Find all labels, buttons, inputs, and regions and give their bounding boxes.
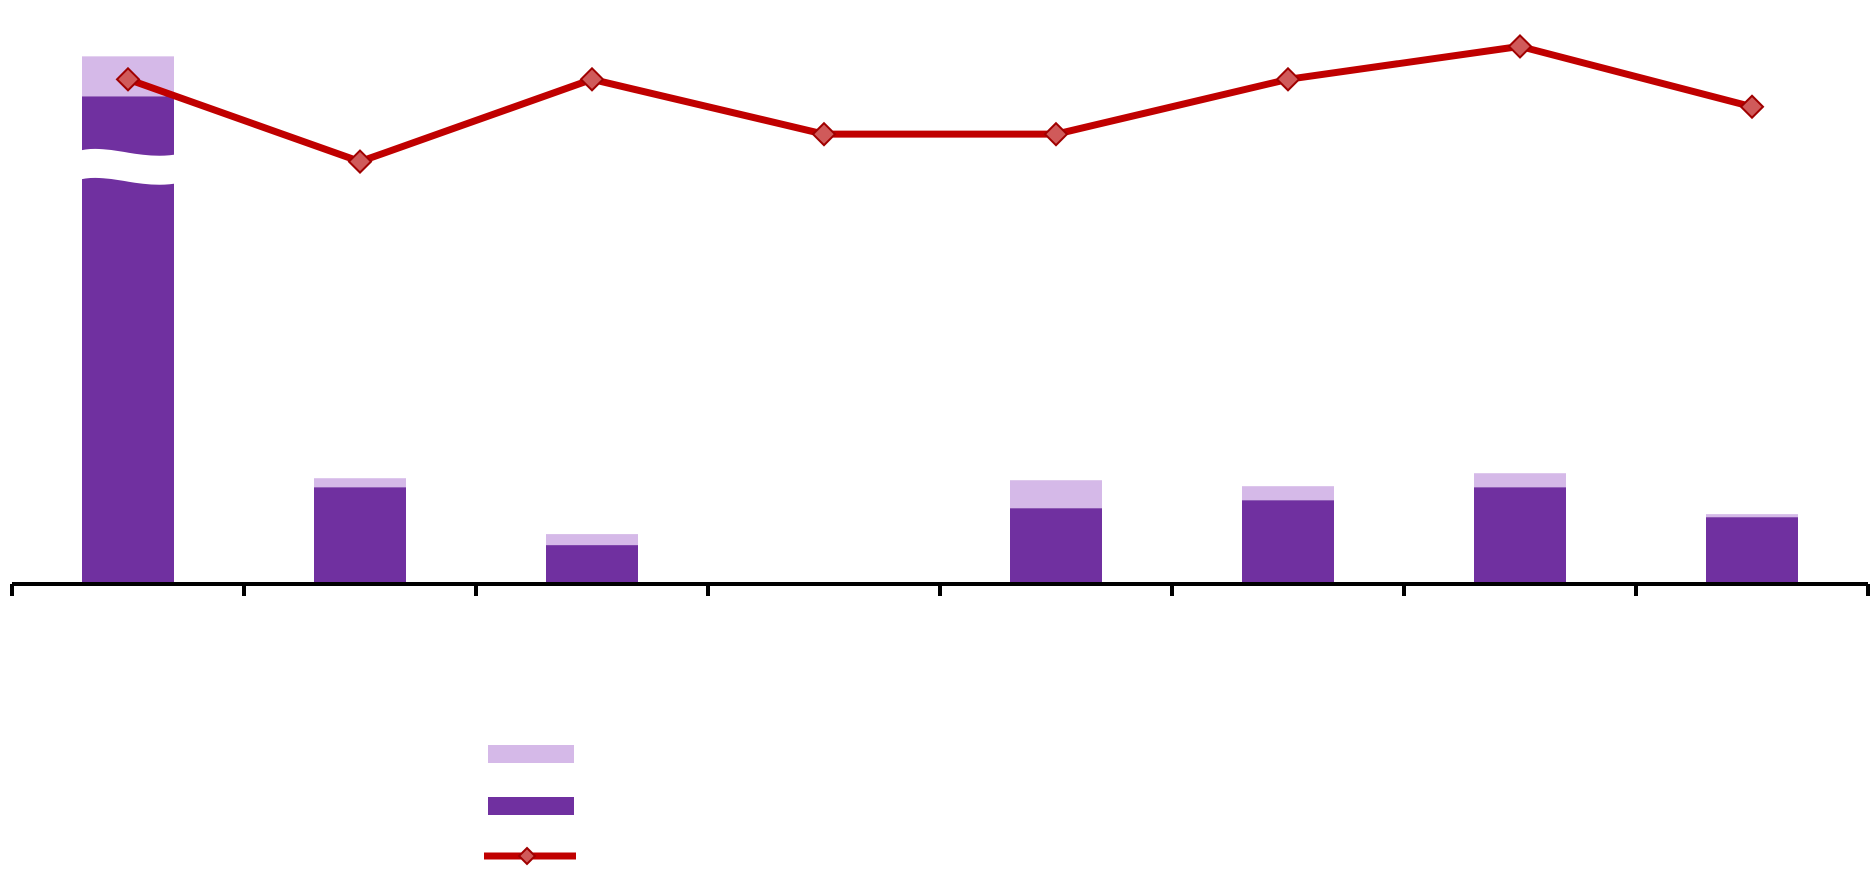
bar-series-1-cat-3 (546, 545, 638, 584)
bar-series-1-cat-8 (1706, 517, 1798, 584)
legend-marker-series-3 (517, 846, 537, 866)
legend-swatch-series-1 (488, 797, 574, 815)
line-point-6 (1275, 66, 1301, 92)
axis-break-mark (76, 148, 180, 185)
bar-series-1-cat-7 (1474, 487, 1566, 584)
line-point-3 (579, 66, 605, 92)
bar-series-2-cat-2 (314, 478, 406, 488)
line-point-2 (347, 149, 373, 175)
line-series-1 (126, 42, 1753, 166)
bar-series-2-cat-3 (546, 534, 638, 546)
legend-swatch-series-2 (488, 745, 574, 763)
line-point-8 (1739, 94, 1765, 120)
line-point-7 (1507, 33, 1533, 59)
line-point-1 (115, 66, 141, 92)
bar-series-1-cat-5 (1010, 508, 1102, 584)
bar-series-2-cat-6 (1242, 486, 1334, 501)
bar-series-2-cat-7 (1474, 473, 1566, 488)
bar-series-1-cat-6 (1242, 500, 1334, 584)
bar-series-2-cat-8 (1706, 514, 1798, 518)
legend (484, 745, 576, 866)
bar-series-1-cat-2 (314, 487, 406, 584)
bar-series-2-cat-5 (1010, 480, 1102, 509)
line-point-5 (1043, 121, 1069, 147)
line-series-layer (115, 33, 1765, 175)
axis-break-layer (76, 148, 180, 185)
line-point-4 (811, 121, 837, 147)
x-axis (10, 582, 1870, 596)
